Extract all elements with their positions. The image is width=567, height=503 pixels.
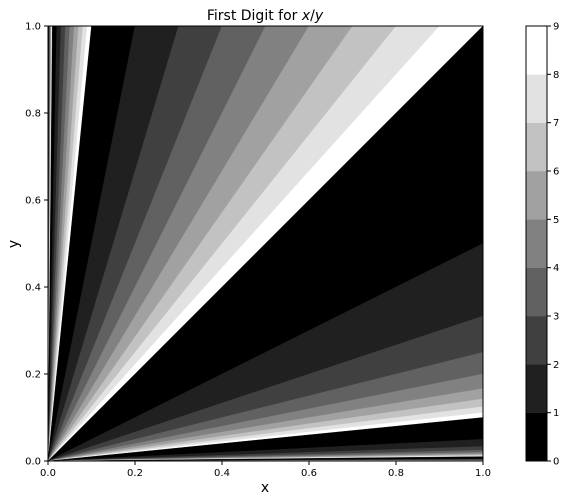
x-tick-label: 1.0 <box>475 468 491 479</box>
y-tick-label: 1.0 <box>25 22 41 33</box>
colorbar-band-9 <box>526 26 547 75</box>
x-tick-label: 0.8 <box>388 468 404 479</box>
y-tick-label: 0.0 <box>25 457 41 468</box>
chart-title: First Digit for x/y <box>207 8 324 24</box>
x-axis: 0.0 0.2 0.4 0.6 0.8 1.0 <box>40 461 491 479</box>
colorbar-frame <box>525 25 548 462</box>
colorbar-band-6 <box>526 171 547 220</box>
contour-regions <box>48 26 483 461</box>
y-axis: 0.0 0.2 0.4 0.6 0.8 1.0 <box>25 22 48 468</box>
colorbar-tick-label: 0 <box>553 457 559 468</box>
x-tick-label: 0.4 <box>214 468 230 479</box>
x-axis-label: x <box>261 480 269 496</box>
colorbar-tick-label: 6 <box>553 167 559 178</box>
colorbar-band-2 <box>526 364 547 413</box>
colorbar-tick-label: 3 <box>553 312 559 323</box>
y-tick-label: 0.2 <box>25 370 41 381</box>
x-tick-label: 0.6 <box>301 468 317 479</box>
x-tick-label: 0.0 <box>40 468 56 479</box>
colorbar-tick-label: 5 <box>553 215 559 226</box>
colorbar-tick-label: 2 <box>553 360 559 371</box>
colorbar-band-3 <box>526 316 547 365</box>
y-tick-label: 0.8 <box>25 109 41 120</box>
y-axis-label: y <box>6 240 22 248</box>
plot-frame <box>47 25 484 462</box>
colorbar-band-4 <box>526 267 547 317</box>
plot-area <box>48 26 483 461</box>
x-tick-label: 0.2 <box>127 468 143 479</box>
colorbar-tick-label: 4 <box>553 263 559 274</box>
colorbar-band-7 <box>526 122 547 172</box>
colorbar: 0 1 2 3 4 5 6 7 8 9 <box>525 22 559 468</box>
colorbar-tick-label: 7 <box>553 118 559 129</box>
colorbar-tick-label: 8 <box>553 70 559 81</box>
colorbar-band-8 <box>526 74 547 123</box>
colorbar-band-5 <box>526 219 547 268</box>
y-tick-label: 0.4 <box>25 283 41 294</box>
colorbar-tick-label: 1 <box>553 408 559 419</box>
y-tick-label: 0.6 <box>25 196 41 207</box>
colorbar-tick-label: 9 <box>553 22 559 33</box>
colorbar-band-1 <box>526 412 547 462</box>
